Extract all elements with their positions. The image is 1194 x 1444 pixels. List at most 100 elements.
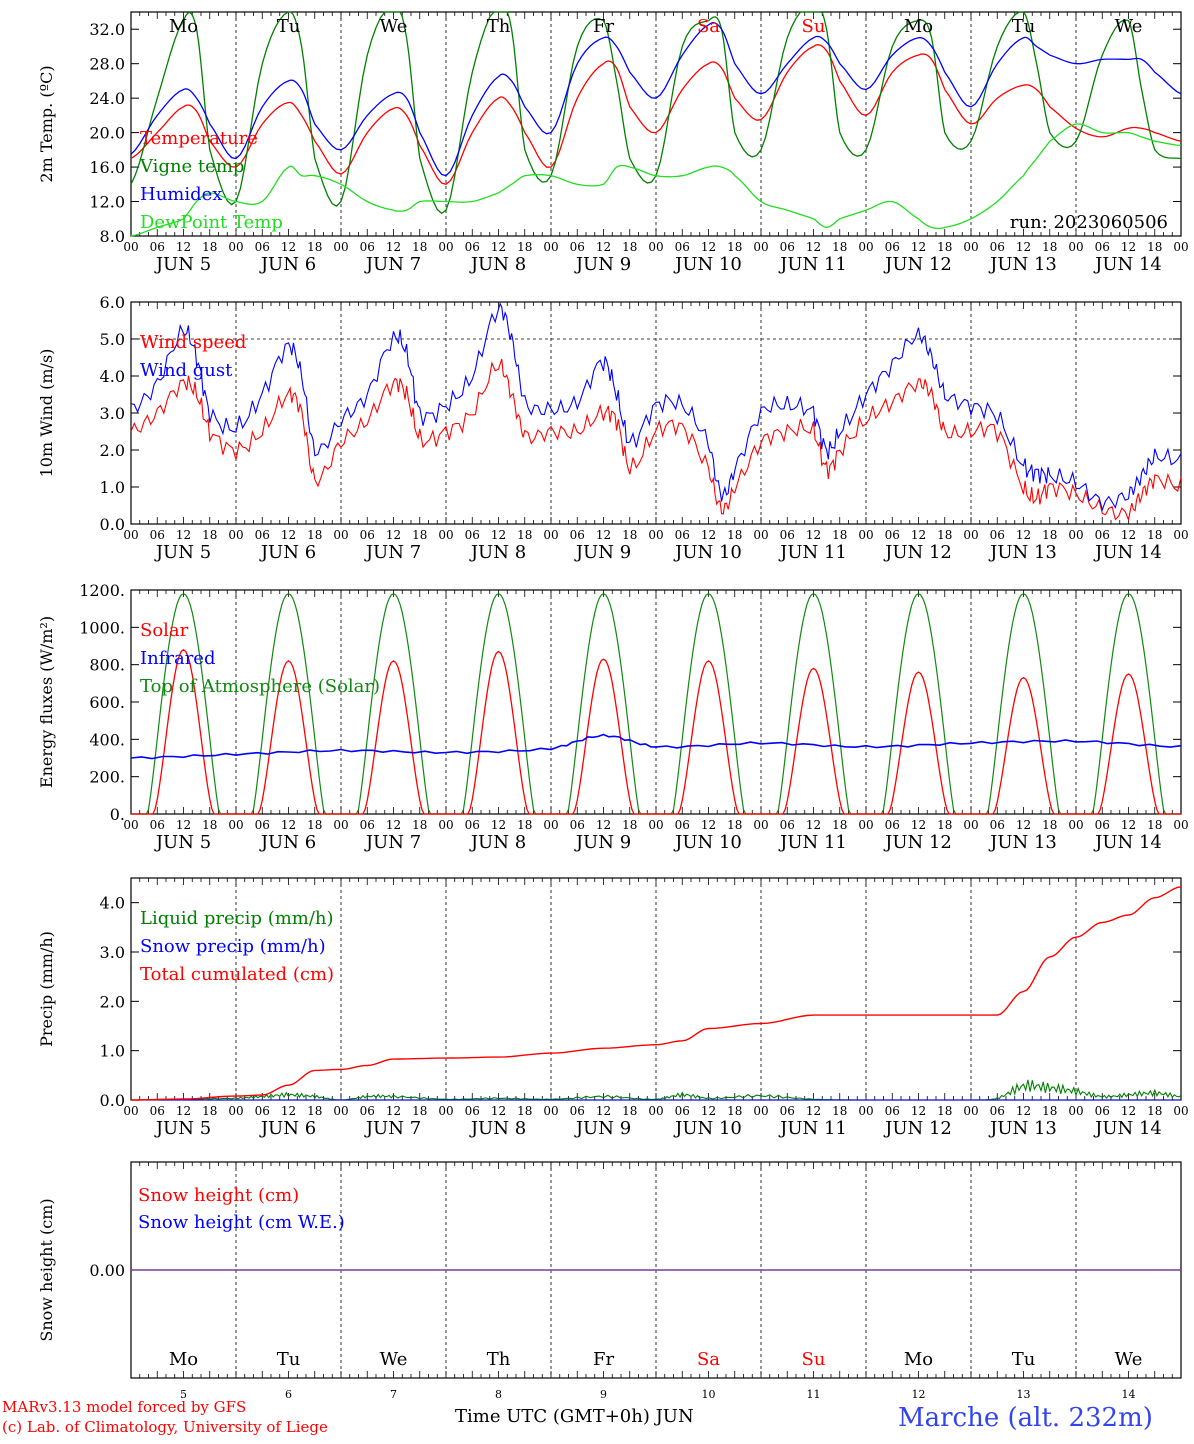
hour-tick-label: 00 [1173, 240, 1188, 254]
legend-entry: Top of Atmosphere (Solar) [140, 676, 380, 697]
hour-tick-label: 06 [885, 240, 900, 254]
hour-tick-label: 18 [412, 528, 427, 542]
hour-tick-label: 06 [255, 240, 270, 254]
y-tick-label: 400. [89, 730, 125, 749]
day-number-label: 6 [285, 1388, 292, 1401]
y-tick-label: 8.0 [100, 227, 125, 246]
date-label: JUN 5 [154, 1118, 211, 1139]
panel-1-frame [130, 11, 1182, 237]
hour-tick-label: 12 [596, 240, 611, 254]
panel-1-ylabel: 2m Temp. (ºC) [37, 65, 56, 182]
y-tick-label: 1000. [79, 618, 125, 637]
date-label: JUN 8 [469, 832, 526, 853]
hour-tick-label: 12 [596, 528, 611, 542]
hour-tick-label: 18 [1042, 528, 1057, 542]
date-label: JUN 9 [574, 1118, 631, 1139]
hour-tick-label: 00 [858, 240, 873, 254]
hour-tick-label: 06 [780, 818, 795, 832]
hour-tick-label: 18 [307, 1104, 322, 1118]
day-of-week-label: We [380, 1349, 408, 1370]
legend-entry: Snow precip (mm/h) [140, 936, 326, 957]
y-tick-label: 800. [89, 656, 125, 675]
hour-tick-label: 18 [517, 528, 532, 542]
hour-tick-label: 12 [1121, 1104, 1136, 1118]
hour-tick-label: 00 [123, 528, 138, 542]
hour-tick-label: 06 [990, 1104, 1005, 1118]
hour-tick-label: 12 [1016, 1104, 1031, 1118]
day-of-week-label: Tu [1012, 1349, 1036, 1370]
date-label: JUN 7 [364, 1118, 421, 1139]
hour-tick-label: 06 [570, 1104, 585, 1118]
run-label: run: 2023060506 [1010, 212, 1168, 233]
date-label: JUN 12 [883, 1118, 952, 1139]
hour-tick-label: 12 [386, 1104, 401, 1118]
hour-tick-label: 00 [1173, 1104, 1188, 1118]
hour-tick-label: 12 [176, 240, 191, 254]
date-label: JUN 9 [574, 254, 631, 275]
hour-tick-label: 18 [1042, 240, 1057, 254]
hour-tick-label: 06 [255, 528, 270, 542]
day-of-week-label: We [1115, 1349, 1143, 1370]
hour-tick-label: 12 [701, 528, 716, 542]
panel-3-ylabel: Energy fluxes (W/m²) [37, 616, 56, 788]
date-label: JUN 10 [673, 254, 742, 275]
y-tick-label: 28.0 [89, 55, 125, 74]
date-label: JUN 14 [1093, 1118, 1162, 1139]
hour-tick-label: 00 [1068, 240, 1083, 254]
hour-tick-label: 06 [150, 818, 165, 832]
date-label: JUN 8 [469, 1118, 526, 1139]
hour-tick-label: 18 [1147, 240, 1162, 254]
y-tick-label: 4.0 [100, 367, 125, 386]
station-label: Marche (alt. 232m) [898, 1403, 1153, 1433]
hour-tick-label: 06 [150, 528, 165, 542]
hour-tick-label: 06 [465, 528, 480, 542]
hour-tick-label: 00 [963, 528, 978, 542]
y-tick-label: 20.0 [89, 124, 125, 143]
date-label: JUN 5 [154, 832, 211, 853]
y-tick-label: 0. [110, 805, 125, 824]
y-tick-label: 0.0 [100, 1091, 125, 1110]
y-tick-label: 5.0 [100, 330, 125, 349]
y-tick-label: 6.0 [100, 293, 125, 312]
hour-tick-label: 06 [360, 818, 375, 832]
hour-tick-label: 06 [885, 1104, 900, 1118]
hour-tick-label: 12 [176, 818, 191, 832]
legend-entry: Snow height (cm W.E.) [138, 1212, 345, 1233]
hour-tick-label: 06 [780, 1104, 795, 1118]
y-tick-label: 1.0 [100, 478, 125, 497]
hour-tick-label: 00 [438, 240, 453, 254]
hour-tick-label: 06 [990, 240, 1005, 254]
hour-tick-label: 00 [333, 1104, 348, 1118]
hour-tick-label: 06 [990, 818, 1005, 832]
series-line-total-cumulated [131, 886, 1182, 1101]
y-tick-label: 12.0 [89, 193, 125, 212]
date-label: JUN 6 [259, 832, 316, 853]
date-label: JUN 14 [1093, 254, 1162, 275]
date-label: JUN 6 [259, 254, 316, 275]
hour-tick-label: 00 [963, 240, 978, 254]
hour-tick-label: 00 [753, 240, 768, 254]
series-line-humidex [130, 22, 1182, 177]
hour-tick-label: 12 [701, 818, 716, 832]
hour-tick-label: 06 [675, 1104, 690, 1118]
date-label: JUN 10 [673, 832, 742, 853]
day-of-week-label: Th [487, 16, 511, 37]
day-number-label: 10 [702, 1388, 716, 1401]
day-number-label: 14 [1122, 1388, 1136, 1401]
day-of-week-label: Fr [593, 1349, 614, 1370]
hour-tick-label: 06 [465, 818, 480, 832]
hour-tick-label: 06 [990, 528, 1005, 542]
hour-tick-label: 18 [202, 240, 217, 254]
hour-tick-label: 06 [675, 528, 690, 542]
hour-tick-label: 12 [491, 818, 506, 832]
hour-tick-label: 18 [202, 528, 217, 542]
hour-tick-label: 18 [307, 528, 322, 542]
day-number-label: 8 [495, 1388, 502, 1401]
hour-tick-label: 12 [281, 240, 296, 254]
hour-tick-label: 00 [963, 818, 978, 832]
legend-entry: Wind gust [140, 360, 233, 381]
hour-tick-label: 18 [517, 240, 532, 254]
hour-tick-label: 18 [307, 240, 322, 254]
hour-tick-label: 00 [1068, 818, 1083, 832]
